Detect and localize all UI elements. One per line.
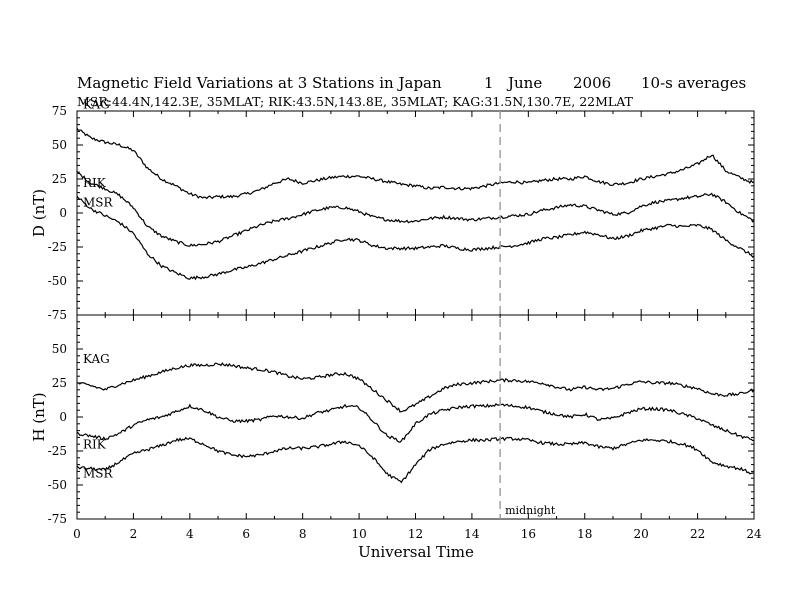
d-series-kag [76, 127, 755, 200]
chart-title-month: June [506, 74, 542, 92]
xtick-label: 0 [73, 527, 81, 541]
xtick-label: 18 [577, 527, 592, 541]
d-ytick-label: -50 [48, 274, 67, 288]
xtick-label: 20 [634, 527, 649, 541]
h-panel-frame [76, 314, 755, 520]
xtick-label: 22 [690, 527, 705, 541]
x-axis-title: Universal Time [358, 543, 474, 561]
xtick-label: 4 [186, 527, 194, 541]
xtick-label: 14 [464, 527, 480, 541]
d-series-label-rik: RIK [83, 176, 107, 190]
h-series-kag [76, 362, 755, 413]
chart-title: Magnetic Field Variations at 3 Stations … [77, 74, 442, 92]
h-series-label-rik: RIK [83, 437, 107, 451]
labels-layer: KAG RIK MSR KAG RIK MSR [83, 98, 114, 481]
d-series-msr [76, 195, 755, 281]
d-panel-frame [76, 110, 755, 316]
d-ytick-label: -75 [48, 308, 67, 322]
xtick-label: 12 [408, 527, 423, 541]
d-series-rik [76, 170, 755, 247]
xtick-label: 8 [299, 527, 307, 541]
xtick-label: 2 [130, 527, 138, 541]
h-ytick-label: -25 [48, 444, 67, 458]
d-ytick-label: 75 [52, 104, 67, 118]
xtick-label: 6 [242, 527, 250, 541]
h-ytick-label: 50 [52, 342, 67, 356]
h-series-label-msr: MSR [83, 466, 114, 480]
chart-title-year: 2006 [573, 74, 611, 92]
chart-title-averaging: 10-s averages [641, 74, 746, 92]
d-axis-title: D (nT) [30, 189, 48, 237]
d-ytick-label: -25 [48, 240, 67, 254]
h-ytick-label: -75 [48, 512, 67, 526]
h-ytick-label: -50 [48, 478, 67, 492]
d-series-label-msr: MSR [83, 196, 114, 210]
h-series-msr [76, 436, 755, 484]
h-series-label-kag: KAG [83, 352, 110, 366]
d-series-label-kag: KAG [83, 98, 110, 112]
xtick-label: 16 [521, 527, 536, 541]
series-layer [76, 127, 755, 484]
midnight-label: midnight [505, 504, 556, 517]
xtick-label: 10 [351, 527, 366, 541]
h-ytick-label: 0 [59, 410, 67, 424]
chart-title-day: 1 [484, 74, 494, 92]
d-ytick-label: 0 [59, 206, 67, 220]
station-coordinates: MSR:44.4N,142.3E, 35MLAT; RIK:43.5N,143.… [77, 94, 634, 109]
d-ytick-label: 50 [52, 138, 67, 152]
d-ytick-label: 25 [52, 172, 67, 186]
h-series-rik [76, 403, 755, 443]
xtick-label: 24 [746, 527, 762, 541]
h-ytick-label: 25 [52, 376, 67, 390]
h-axis-title: H (nT) [30, 392, 48, 441]
